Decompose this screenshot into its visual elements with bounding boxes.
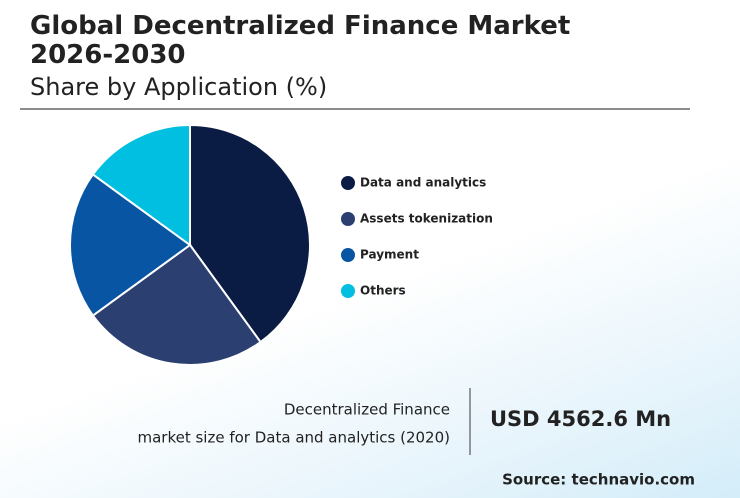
legend-marker — [341, 284, 355, 298]
legend-label: Others — [360, 284, 406, 298]
legend-marker — [341, 176, 355, 190]
annotation-value: USD 4562.6 Mn — [490, 407, 671, 431]
source: Source: technavio.com — [502, 471, 695, 489]
legend-marker — [341, 212, 355, 226]
annotation-label: market size for Data and analytics (2020… — [137, 429, 450, 447]
legend-label: Data and analytics — [360, 176, 486, 190]
legend-label: Payment — [360, 248, 419, 262]
pie-slice — [91, 123, 191, 247]
chart-subtitle: Share by Application (%) — [30, 73, 328, 101]
annotation-label: Decentralized Finance — [284, 401, 450, 419]
legend-label: Assets tokenization — [360, 212, 493, 226]
legend-marker — [341, 248, 355, 262]
chart-title: Global Decentralized Finance Market 2026… — [30, 11, 571, 70]
pie-slice — [69, 173, 192, 317]
pie-slice — [189, 123, 311, 344]
pie-slice — [91, 243, 262, 366]
